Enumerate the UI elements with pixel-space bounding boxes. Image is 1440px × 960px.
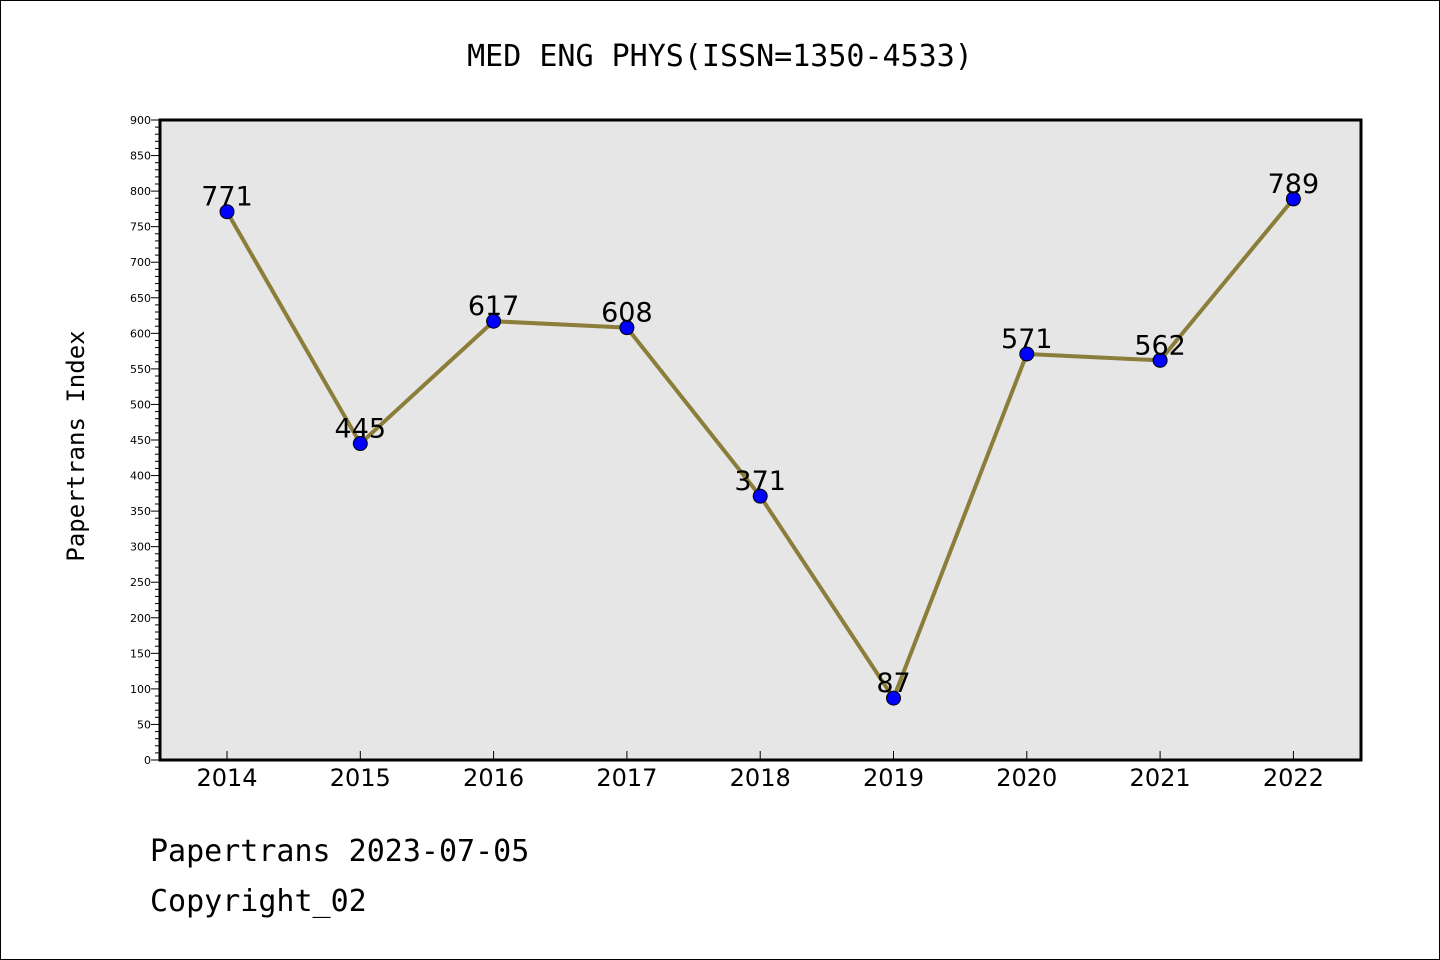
y-tick-label: 750 [130, 221, 151, 234]
y-tick-label: 450 [130, 434, 151, 447]
data-label-2022: 789 [1268, 169, 1320, 200]
y-tick-label: 550 [130, 363, 151, 376]
data-point-2022 [1285, 191, 1301, 207]
data-point-2019 [886, 690, 901, 706]
data-point-2016 [486, 313, 502, 329]
data-label-2017: 608 [601, 298, 653, 329]
y-axis-label: Papertrans Index [62, 330, 90, 561]
data-point-2021 [1152, 352, 1168, 368]
y-tick-label: 100 [130, 683, 151, 696]
data-label-2015: 445 [335, 414, 387, 445]
data-label-2014: 771 [201, 182, 253, 213]
y-tick-label: 0 [144, 754, 151, 767]
y-tick-label: 650 [130, 292, 151, 305]
y-tick-label: 400 [130, 470, 151, 483]
data-point-2015 [352, 436, 368, 452]
y-tick-label: 700 [130, 256, 151, 269]
y-tick-label: 600 [130, 327, 151, 340]
x-tick-label: 2021 [1130, 764, 1191, 792]
series: 771 445 617 608 371 87 571 562 789 [201, 169, 1320, 706]
data-point-2020 [1019, 346, 1035, 362]
y-tick-label: 350 [130, 505, 151, 518]
data-point-2014 [219, 204, 235, 220]
x-tick-label: 2018 [730, 764, 791, 792]
footer-copyright: Copyright_02 [150, 884, 367, 919]
y-tick-label: 850 [130, 150, 151, 163]
y-axis: 0 50 100 150 200 250 300 350 400 450 500 550 600 650 7… [130, 114, 160, 767]
x-tick-label: 2014 [196, 764, 257, 792]
x-tick-label: 2022 [1263, 764, 1324, 792]
x-tick-label: 2017 [596, 764, 657, 792]
x-tick-label: 2020 [996, 764, 1057, 792]
y-tick-label: 500 [130, 398, 151, 411]
chart-title: MED ENG PHYS(ISSN=1350-4533) [467, 39, 973, 74]
data-label-2020: 571 [1001, 324, 1053, 355]
x-tick-label: 2016 [463, 764, 524, 792]
data-label-2019: 87 [876, 668, 910, 699]
y-tick-label: 50 [137, 718, 151, 731]
y-tick-label: 250 [130, 576, 151, 589]
y-tick-label: 300 [130, 541, 151, 554]
x-tick-label: 2015 [330, 764, 391, 792]
x-axis: 2014 2015 2016 2017 2018 2019 2020 2021 2022 [196, 751, 1324, 792]
x-tick-label: 2019 [863, 764, 924, 792]
data-label-2021: 562 [1134, 330, 1186, 361]
y-tick-label: 900 [130, 114, 151, 127]
data-label-2018: 371 [734, 466, 786, 497]
y-tick-label: 150 [130, 647, 151, 660]
data-label-2016: 617 [468, 291, 520, 322]
data-point-2018 [752, 488, 768, 504]
footer-date: Papertrans 2023-07-05 [150, 834, 530, 869]
y-tick-label: 800 [130, 185, 151, 198]
data-point-2017 [619, 320, 635, 336]
y-tick-label: 200 [130, 612, 151, 625]
